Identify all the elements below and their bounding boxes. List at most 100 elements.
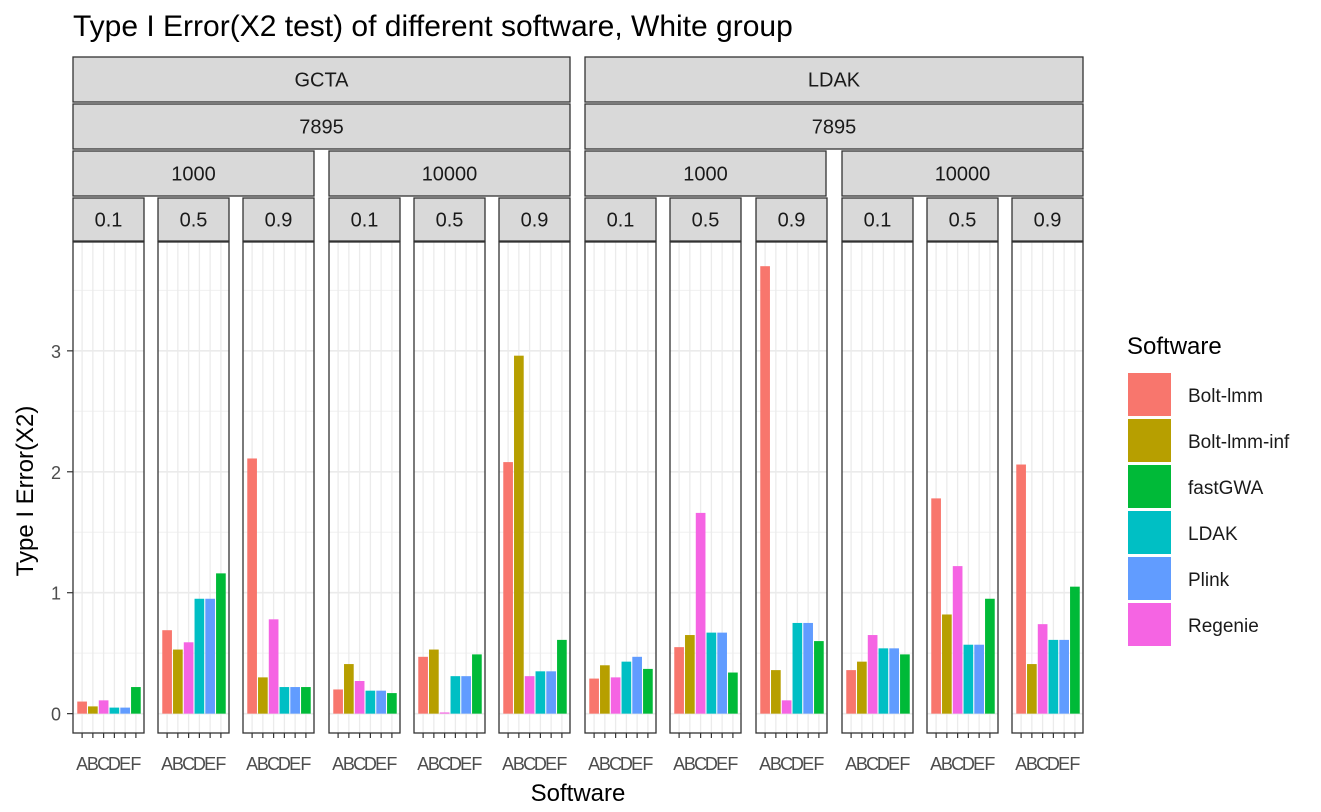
- x-tick-label: A: [673, 754, 685, 774]
- y-tick-label: 1: [51, 584, 61, 604]
- bar-bolt-lmm: [931, 498, 941, 714]
- panel-border: [413, 241, 486, 734]
- panel-background: [414, 242, 485, 733]
- x-tick-label: D: [364, 754, 377, 774]
- strip-proportion-label: 0.1: [864, 210, 892, 232]
- x-tick-label: F: [727, 754, 738, 774]
- x-tick-label: B: [257, 754, 269, 774]
- bar-bolt-lmm: [162, 630, 172, 714]
- x-tick-label: E: [375, 754, 387, 774]
- x-tick-label: D: [791, 754, 804, 774]
- bar-fastgwa: [387, 693, 397, 714]
- bar-ldak: [878, 648, 889, 714]
- x-tick-label: C: [353, 754, 366, 774]
- bar-fastgwa: [1070, 586, 1080, 714]
- strip-sample-box: [72, 103, 571, 150]
- panel-border: [157, 241, 230, 734]
- bar-bolt-lmm: [589, 678, 599, 714]
- strip-proportion-box: [157, 197, 230, 242]
- legend-label: LDAK: [1188, 524, 1238, 545]
- x-tick-label: B: [172, 754, 184, 774]
- bar-bolt-lmm: [77, 701, 87, 714]
- x-tick-label: C: [267, 754, 280, 774]
- strip-proportion-box: [498, 197, 571, 242]
- x-tick-label: C: [523, 754, 536, 774]
- strip-proportion-box: [926, 197, 999, 242]
- panel-border: [498, 241, 571, 734]
- bar-bolt-lmm-inf: [258, 677, 268, 714]
- x-tick-label: F: [556, 754, 567, 774]
- bar-regenie: [524, 676, 535, 714]
- panel-border: [755, 241, 828, 734]
- x-tick-label: C: [866, 754, 879, 774]
- panel-border: [72, 241, 145, 734]
- bar-ldak: [963, 644, 974, 714]
- strip-proportion-label: 0.5: [180, 210, 208, 232]
- strip-proportion-label: 0.9: [778, 210, 806, 232]
- x-tick-label: F: [1069, 754, 1080, 774]
- strip-proportion-box: [669, 197, 742, 242]
- x-tick-label: E: [119, 754, 131, 774]
- bar-bolt-lmm: [846, 670, 856, 714]
- x-tick-label: C: [1036, 754, 1049, 774]
- bar-fastgwa: [900, 654, 910, 714]
- bar-plink: [205, 598, 215, 714]
- strip-size-label: 1000: [171, 164, 216, 186]
- bar-ldak: [365, 690, 376, 714]
- x-tick-label: F: [130, 754, 141, 774]
- x-tick-label: E: [289, 754, 301, 774]
- strip-proportion-label: 0.1: [351, 210, 379, 232]
- x-tick-label: B: [941, 754, 953, 774]
- bar-fastgwa: [643, 668, 653, 714]
- legend-label: Plink: [1188, 570, 1230, 591]
- x-axis-title: Software: [531, 780, 626, 807]
- bar-fastgwa: [472, 654, 482, 714]
- bar-bolt-lmm-inf: [344, 664, 354, 714]
- x-tick-label: A: [246, 754, 258, 774]
- bar-plink: [803, 622, 813, 714]
- strip-size-label: 10000: [422, 164, 478, 186]
- bar-bolt-lmm: [418, 656, 428, 714]
- bar-regenie: [1037, 624, 1048, 714]
- x-tick-label: D: [278, 754, 291, 774]
- x-tick-label: C: [97, 754, 110, 774]
- x-tick-label: A: [759, 754, 771, 774]
- bar-bolt-lmm: [760, 266, 770, 714]
- y-tick-label: 0: [51, 705, 61, 725]
- x-tick-label: F: [984, 754, 995, 774]
- strip-proportion-label: 0.5: [436, 210, 464, 232]
- y-axis-title: Type I Error(X2): [12, 406, 39, 577]
- x-tick-label: B: [770, 754, 782, 774]
- bar-bolt-lmm: [333, 689, 343, 714]
- x-tick-label: E: [973, 754, 985, 774]
- bar-regenie: [695, 512, 706, 714]
- legend-swatch-plink: [1128, 557, 1171, 600]
- bar-plink: [1059, 639, 1069, 714]
- bar-bolt-lmm: [674, 647, 684, 714]
- bar-regenie: [98, 700, 109, 714]
- x-tick-label: A: [588, 754, 600, 774]
- x-tick-label: F: [642, 754, 653, 774]
- strip-proportion-label: 0.5: [949, 210, 977, 232]
- x-tick-label: F: [300, 754, 311, 774]
- x-tick-label: E: [631, 754, 643, 774]
- bar-fastgwa: [301, 687, 311, 714]
- bar-bolt-lmm: [247, 458, 257, 714]
- facet-strips: GCTA 7895 LDAK 7895 1000 10000 1000 10000 0.1 0.5…: [72, 56, 1084, 242]
- x-tick-label: B: [684, 754, 696, 774]
- strip-sample-box: [584, 103, 1084, 150]
- panel-border: [584, 241, 657, 734]
- x-tick-label: A: [502, 754, 514, 774]
- x-tick-label: C: [438, 754, 451, 774]
- chart-title: Type I Error(X2 test) of different softw…: [73, 10, 793, 43]
- strip-method-label: LDAK: [808, 70, 861, 92]
- bar-fastgwa: [131, 687, 141, 714]
- strip-proportion-box: [242, 197, 315, 242]
- strip-proportion-label: 0.9: [265, 210, 293, 232]
- bar-bolt-lmm-inf: [771, 670, 781, 714]
- bar-plink: [974, 644, 984, 714]
- bar-bolt-lmm-inf: [942, 614, 952, 714]
- strip-proportion-box: [584, 197, 657, 242]
- bar-ldak: [621, 661, 632, 714]
